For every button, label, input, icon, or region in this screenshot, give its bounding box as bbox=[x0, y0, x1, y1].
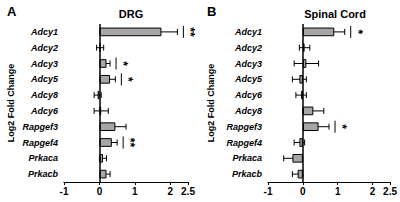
svg-text:1: 1 bbox=[335, 186, 341, 197]
svg-text:Adcy8: Adcy8 bbox=[30, 90, 58, 100]
svg-text:Spinal Cord: Spinal Cord bbox=[304, 8, 366, 20]
svg-text:Adcy5: Adcy5 bbox=[234, 74, 263, 84]
svg-text:*: * bbox=[121, 77, 135, 82]
svg-text:Prkacb: Prkacb bbox=[232, 169, 263, 179]
svg-text:0: 0 bbox=[300, 186, 306, 197]
svg-text:Rapgef3: Rapgef3 bbox=[226, 122, 262, 132]
svg-text:1: 1 bbox=[132, 186, 138, 197]
svg-text:Adcy6: Adcy6 bbox=[234, 90, 263, 100]
svg-text:Rapgef4: Rapgef4 bbox=[226, 138, 262, 148]
svg-text:Log2 Fold Change: Log2 Fold Change bbox=[206, 64, 216, 143]
svg-text:2.5: 2.5 bbox=[383, 186, 397, 197]
svg-text:Rapgef4: Rapgef4 bbox=[22, 138, 58, 148]
svg-text:Prkacb: Prkacb bbox=[28, 169, 59, 179]
svg-text:2: 2 bbox=[370, 186, 376, 197]
svg-text:Prkaca: Prkaca bbox=[28, 153, 58, 163]
svg-text:0: 0 bbox=[97, 186, 103, 197]
svg-text:Adcy2: Adcy2 bbox=[30, 43, 58, 53]
svg-text:*: * bbox=[116, 61, 130, 66]
svg-text:-1: -1 bbox=[60, 186, 69, 197]
svg-text:Rapgef3: Rapgef3 bbox=[22, 122, 58, 132]
svg-text:Adcy2: Adcy2 bbox=[234, 43, 262, 53]
svg-text:2.5: 2.5 bbox=[181, 186, 195, 197]
svg-text:Log2 Fold Change: Log2 Fold Change bbox=[6, 64, 16, 143]
svg-text:-1: -1 bbox=[264, 186, 273, 197]
svg-text:Adcy8: Adcy8 bbox=[234, 106, 262, 116]
svg-text:Adcy3: Adcy3 bbox=[234, 59, 262, 69]
svg-text:Adcy6: Adcy6 bbox=[30, 106, 59, 116]
svg-text:Adcy3: Adcy3 bbox=[30, 59, 58, 69]
svg-text:A: A bbox=[7, 4, 17, 19]
svg-text:Adcy5: Adcy5 bbox=[30, 74, 59, 84]
svg-text:**: ** bbox=[123, 138, 137, 148]
svg-text:B: B bbox=[207, 4, 216, 19]
svg-text:*: * bbox=[351, 30, 365, 35]
svg-text:Adcy1: Adcy1 bbox=[234, 27, 262, 37]
svg-text:*: * bbox=[335, 124, 349, 129]
svg-text:Prkaca: Prkaca bbox=[232, 153, 262, 163]
svg-text:**: ** bbox=[183, 27, 197, 37]
svg-text:Adcy1: Adcy1 bbox=[30, 27, 58, 37]
svg-text:2: 2 bbox=[168, 186, 174, 197]
svg-text:DRG: DRG bbox=[119, 8, 143, 20]
